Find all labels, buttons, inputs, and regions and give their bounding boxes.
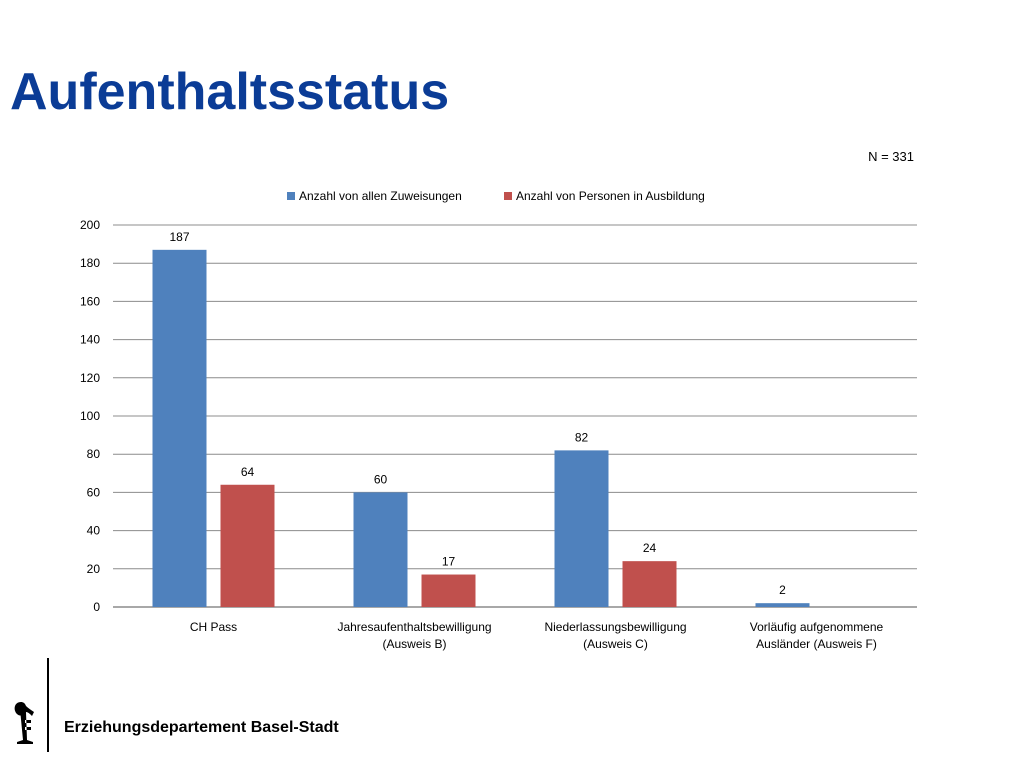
bar-ausbildung — [220, 484, 275, 607]
legend-swatch — [504, 192, 512, 200]
y-tick-label: 160 — [80, 294, 100, 308]
y-tick-label: 40 — [87, 524, 101, 538]
footer-department: Erziehungsdepartement Basel-Stadt — [64, 719, 339, 736]
y-tick-label: 180 — [80, 256, 100, 270]
y-tick-label: 140 — [80, 333, 100, 347]
x-category-label: Niederlassungsbewilligung — [544, 620, 686, 634]
y-tick-label: 60 — [87, 485, 101, 499]
legend-swatch — [287, 192, 295, 200]
x-category-labels: CH Pass Jahresaufenthaltsbewilligung (Ausw… — [190, 620, 884, 651]
x-category-label: (Ausweis B) — [382, 637, 446, 651]
x-category-label: (Ausweis C) — [583, 637, 648, 651]
y-tick-label: 0 — [93, 600, 100, 614]
data-label: 60 — [374, 472, 388, 486]
y-tick-labels: 0 20 40 60 80 100 120 140 160 180 200 — [80, 218, 100, 614]
legend-label: Anzahl von allen Zuweisungen — [299, 189, 462, 203]
y-tick-label: 120 — [80, 371, 100, 385]
bar-zuweisungen — [353, 492, 408, 607]
y-tick-label: 200 — [80, 218, 100, 232]
bar-ausbildung — [421, 574, 476, 607]
bars — [152, 249, 810, 607]
x-category-label: Jahresaufenthaltsbewilligung — [337, 620, 491, 634]
x-category-label: Ausländer (Ausweis F) — [756, 637, 877, 651]
data-labels: 187 64 60 17 82 24 2 — [169, 230, 786, 597]
sample-size-label: N = 331 — [868, 149, 914, 164]
data-label: 64 — [241, 465, 255, 479]
y-tick-label: 20 — [87, 562, 101, 576]
data-label: 24 — [643, 541, 657, 555]
basel-staff-icon — [12, 700, 38, 749]
x-category-label: Vorläufig aufgenommene — [750, 620, 884, 634]
data-label: 82 — [575, 430, 589, 444]
bar-zuweisungen — [554, 450, 609, 607]
footer-divider — [47, 658, 49, 752]
bar-zuweisungen — [152, 249, 207, 607]
y-tick-label: 100 — [80, 409, 100, 423]
data-label: 17 — [442, 555, 456, 569]
data-label: 2 — [779, 583, 786, 597]
slide-title: Aufenthaltsstatus — [10, 63, 450, 121]
legend-label: Anzahl von Personen in Ausbildung — [516, 189, 705, 203]
bar-ausbildung — [622, 561, 677, 607]
data-label: 187 — [169, 230, 189, 244]
x-category-label: CH Pass — [190, 620, 237, 634]
bar-zuweisungen — [755, 603, 810, 607]
chart-legend: Anzahl von allen Zuweisungen Anzahl von P… — [287, 189, 705, 203]
y-tick-label: 80 — [87, 447, 101, 461]
